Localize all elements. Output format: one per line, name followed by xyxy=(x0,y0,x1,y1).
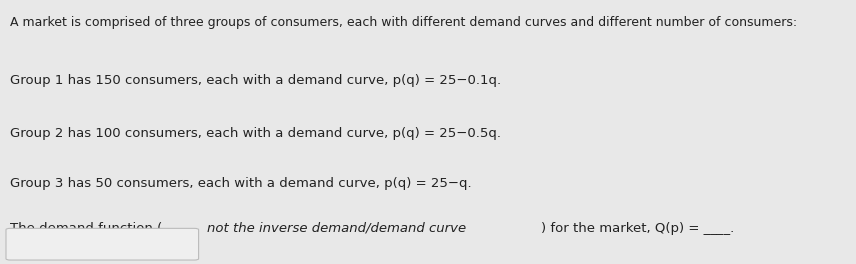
Text: ) for the market, Q(p) = ____.: ) for the market, Q(p) = ____. xyxy=(541,222,734,235)
Text: Group 1 has 150 consumers, each with a demand curve, p(q) = 25−0.1q.: Group 1 has 150 consumers, each with a d… xyxy=(10,74,502,87)
Text: The demand function (: The demand function ( xyxy=(10,222,163,235)
FancyBboxPatch shape xyxy=(6,228,199,260)
Text: A market is comprised of three groups of consumers, each with different demand c: A market is comprised of three groups of… xyxy=(10,16,798,29)
Text: Group 3 has 50 consumers, each with a demand curve, p(q) = 25−q.: Group 3 has 50 consumers, each with a de… xyxy=(10,177,472,190)
Text: not the inverse demand/demand curve: not the inverse demand/demand curve xyxy=(206,222,466,235)
Text: Group 2 has 100 consumers, each with a demand curve, p(q) = 25−0.5q.: Group 2 has 100 consumers, each with a d… xyxy=(10,127,502,140)
